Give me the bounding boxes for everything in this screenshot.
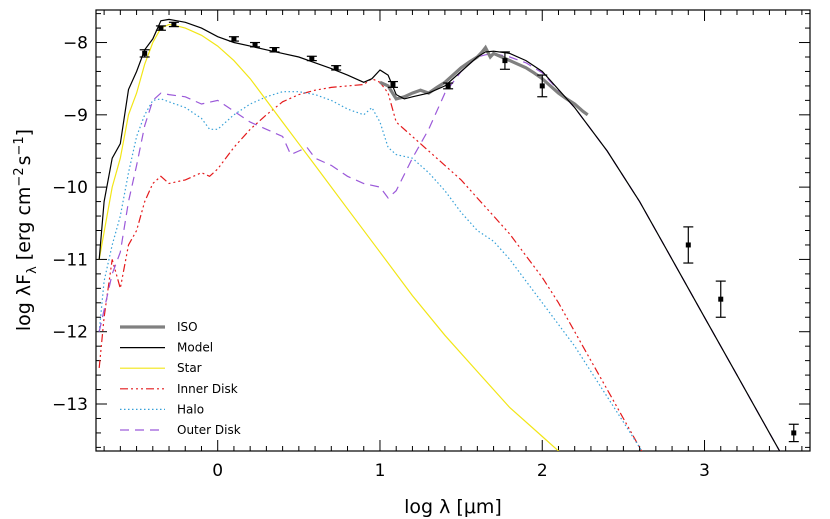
- x-tick-label: 1: [375, 461, 386, 481]
- series-line-iso: [379, 44, 589, 117]
- observed-points: [139, 21, 799, 443]
- data-point: [272, 47, 277, 53]
- data-point: [171, 21, 177, 27]
- y-tick-label: −8: [63, 34, 88, 54]
- data-point: [309, 55, 315, 61]
- legend-label: Model: [177, 341, 213, 355]
- axis-ticks: 0 1 2 3 −13 −12 −11 −10 −9 −8: [52, 10, 810, 481]
- x-tick-label: 3: [699, 461, 710, 481]
- series-line-model: [98, 18, 781, 451]
- data-point: [502, 58, 508, 64]
- y-axis-title-mid: s: [13, 155, 35, 165]
- data-point: [252, 42, 258, 48]
- y-axis-title-exp1: −2: [12, 167, 27, 186]
- x-tick-label: 2: [537, 461, 548, 481]
- data-point: [445, 83, 451, 89]
- y-axis-title-units: [erg cm: [13, 187, 35, 261]
- y-axis-title: log λFλ [erg cm−2 s−1]: [12, 129, 40, 331]
- data-point: [791, 430, 797, 436]
- data-point: [718, 296, 724, 302]
- legend: ISO Model Star Inner Disk Halo Outer Disk: [120, 320, 241, 437]
- y-axis-title-sub: λ: [25, 266, 40, 274]
- data-point: [390, 81, 396, 87]
- legend-label: Outer Disk: [177, 423, 241, 437]
- data-point: [142, 50, 148, 56]
- data-point: [158, 25, 164, 31]
- legend-label: Inner Disk: [177, 382, 238, 396]
- series-group: [98, 18, 781, 451]
- data-point: [539, 83, 545, 89]
- data-point: [231, 36, 237, 42]
- series-line-star: [98, 23, 560, 451]
- y-tick-label: −13: [52, 395, 88, 415]
- data-point: [333, 65, 339, 71]
- y-axis-title-exp2: −1: [12, 136, 27, 155]
- x-tick-label: 0: [212, 461, 223, 481]
- legend-label: ISO: [177, 320, 198, 334]
- y-axis-title-close: ]: [13, 129, 35, 136]
- y-tick-label: −9: [63, 106, 88, 126]
- series-line-inner-disk: [98, 78, 643, 451]
- legend-label: Star: [177, 361, 202, 375]
- legend-label: Halo: [177, 402, 204, 416]
- x-axis-title: log λ [μm]: [404, 496, 502, 518]
- data-point: [685, 242, 691, 248]
- y-tick-label: −11: [52, 250, 88, 270]
- series-line-halo: [98, 91, 643, 451]
- y-tick-label: −10: [52, 178, 88, 198]
- y-tick-label: −12: [52, 323, 88, 343]
- y-axis-title-main: log λF: [13, 274, 35, 331]
